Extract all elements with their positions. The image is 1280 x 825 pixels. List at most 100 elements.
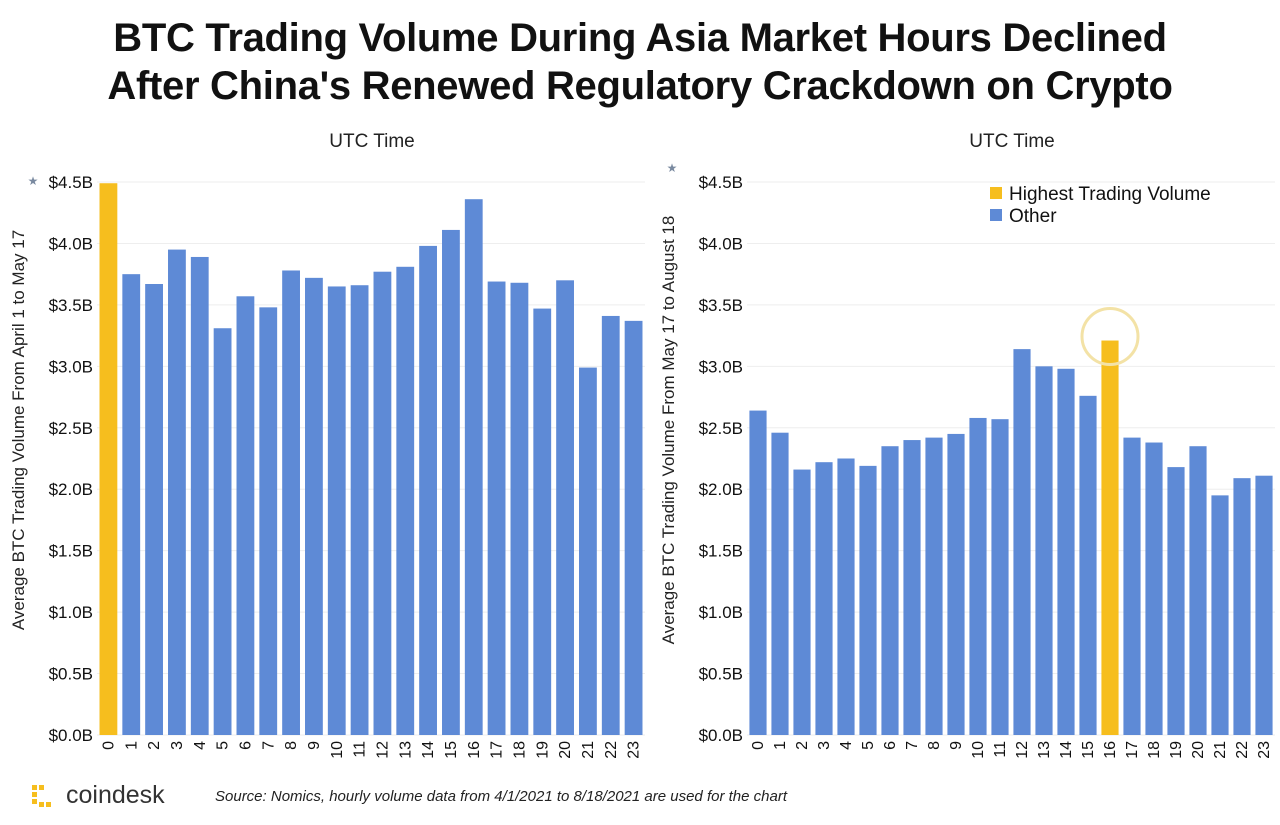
- bar: [190, 256, 209, 735]
- x-tick-label: 5: [860, 741, 877, 750]
- title-line-2: After China's Renewed Regulatory Crackdo…: [107, 64, 1173, 108]
- bar: [510, 282, 529, 735]
- bar: [1079, 395, 1097, 735]
- legend-swatch: [990, 187, 1002, 199]
- bar: [1233, 478, 1251, 735]
- y-tick-label: $4.0B: [49, 234, 93, 253]
- y-axis-label: Average BTC Trading Volume From May 17 t…: [659, 216, 678, 645]
- bar: [815, 462, 833, 735]
- x-tick-label: 10: [970, 741, 987, 759]
- bar: [1123, 437, 1141, 735]
- bar: [859, 465, 877, 735]
- y-tick-label: $1.5B: [699, 542, 743, 561]
- bar: [464, 199, 483, 735]
- x-tick-label: 22: [603, 741, 620, 759]
- x-tick-label: 2: [794, 741, 811, 750]
- x-tick-label: 17: [1124, 741, 1141, 759]
- coindesk-logo-icon: [32, 784, 51, 807]
- bar: [350, 285, 369, 735]
- highlight-circle: [1080, 307, 1140, 367]
- y-tick-label: $2.5B: [699, 419, 743, 438]
- x-tick-label: 11: [992, 741, 1009, 758]
- y-tick-label: $4.5B: [49, 173, 93, 192]
- x-tick-label: 19: [534, 741, 551, 759]
- x-tick-label: 15: [443, 741, 460, 759]
- x-tick-label: 22: [1234, 741, 1251, 759]
- x-tick-label: 1: [772, 741, 789, 750]
- bar: [947, 433, 965, 735]
- chart-title: BTC Trading Volume During Asia Market Ho…: [0, 14, 1280, 110]
- x-tick-label: 18: [511, 741, 528, 759]
- bar: [305, 277, 323, 735]
- x-tick-label: 15: [1080, 741, 1097, 759]
- y-tick-label: $4.5B: [699, 173, 743, 192]
- bar: [771, 432, 789, 735]
- x-tick-label: 3: [816, 741, 833, 750]
- x-tick-label: 18: [1146, 741, 1163, 759]
- x-tick-label: 21: [580, 741, 597, 759]
- x-tick-label: 4: [192, 741, 209, 750]
- x-tick-label: 12: [1014, 741, 1031, 759]
- x-tick-label: 11: [352, 741, 369, 758]
- bar: [1145, 442, 1163, 735]
- bar: [1013, 349, 1031, 735]
- y-tick-label: $2.0B: [49, 480, 93, 499]
- x-tick-label: 23: [1256, 741, 1273, 759]
- x-tick-label: 8: [926, 741, 943, 750]
- x-tick-label: 14: [420, 741, 437, 759]
- legend-label: Other: [1009, 206, 1057, 227]
- bar: [793, 469, 811, 735]
- bar: [1189, 446, 1207, 735]
- x-tick-label: 7: [904, 741, 921, 750]
- x-tick-label: 8: [283, 741, 300, 750]
- y-tick-label: $0.0B: [699, 726, 743, 745]
- bar: [1101, 340, 1119, 735]
- bar: [442, 229, 460, 735]
- charts-canvas: $0.0B $0.5B $1.0B $1.5B $2.0B $2.5B $3.0B $3.5B…: [9, 131, 1275, 759]
- bar: [556, 280, 574, 735]
- y-tick-label: $2.5B: [49, 419, 93, 438]
- y-axis-label: Average BTC Trading Volume From April 1 …: [9, 230, 28, 630]
- x-tick-label: 21: [1212, 741, 1229, 759]
- bar: [903, 440, 921, 735]
- title-line-1: BTC Trading Volume During Asia Market Ho…: [113, 16, 1167, 60]
- y-tick-label: $2.0B: [699, 480, 743, 499]
- x-tick-label: 16: [466, 741, 483, 759]
- bar: [282, 270, 300, 735]
- y-tick-label: $0.5B: [49, 665, 93, 684]
- x-tick-label: 1: [123, 741, 140, 750]
- coindesk-logo: coindesk: [30, 781, 165, 810]
- bar: [373, 271, 392, 735]
- x-tick-label: 16: [1102, 741, 1119, 759]
- bar: [236, 296, 255, 735]
- logo-text: coindesk: [66, 781, 165, 809]
- y-tick-label: $0.5B: [699, 665, 743, 684]
- y-tick-label: $0.0B: [49, 726, 93, 745]
- bar: [925, 437, 943, 735]
- bar: [327, 286, 346, 735]
- x-tick-label: 9: [948, 741, 965, 750]
- x-tick-label: 0: [750, 741, 767, 750]
- bar: [122, 274, 141, 735]
- y-tick-label: $1.5B: [49, 542, 93, 561]
- x-tick-label: 13: [397, 741, 414, 759]
- x-tick-label: 20: [1190, 741, 1207, 759]
- y-tick-label: $3.5B: [49, 296, 93, 315]
- x-tick-label: 9: [306, 741, 323, 750]
- bar: [419, 245, 437, 735]
- x-tick-label: 20: [557, 741, 574, 759]
- x-tick-label: 6: [882, 741, 899, 750]
- bar: [1057, 368, 1075, 735]
- bar: [145, 283, 163, 735]
- pin-icon: ★: [28, 174, 39, 188]
- bar: [1035, 366, 1053, 735]
- x-tick-label: 4: [838, 741, 855, 750]
- x-tick-label: 3: [169, 741, 186, 750]
- bar: [1211, 495, 1229, 735]
- bar: [991, 419, 1009, 735]
- bar: [601, 315, 620, 735]
- x-tick-label: 10: [329, 741, 346, 759]
- bar: [579, 367, 597, 735]
- x-tick-label: 13: [1036, 741, 1053, 759]
- legend-label: Highest Trading Volume: [1009, 184, 1211, 205]
